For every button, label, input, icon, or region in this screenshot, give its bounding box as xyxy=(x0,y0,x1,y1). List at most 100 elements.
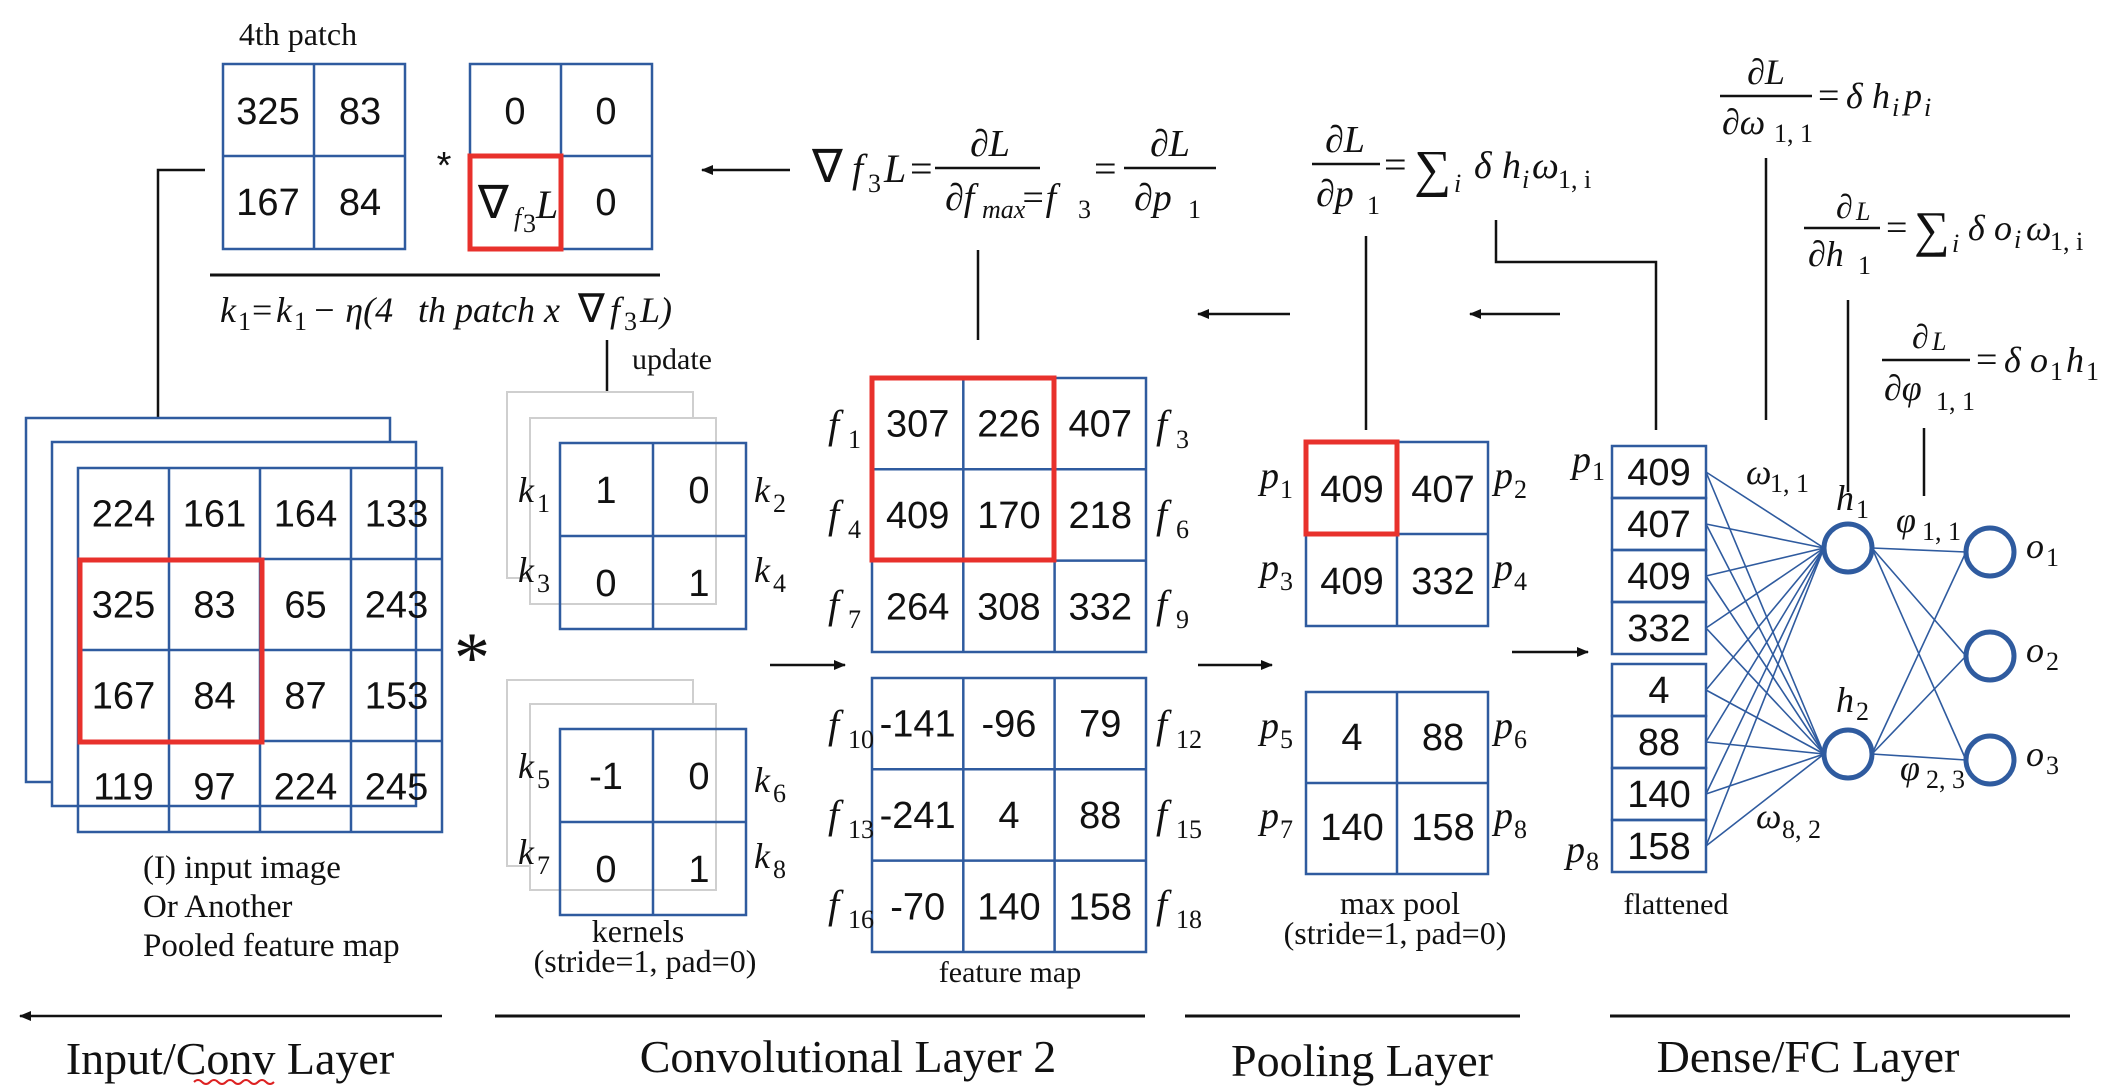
feature-label: f xyxy=(1156,882,1172,927)
feature-map-cell: -241 xyxy=(880,795,956,837)
network-nodes xyxy=(1821,521,2017,787)
svg-text:=f: =f xyxy=(1020,177,1061,219)
feature-map-caption: feature map xyxy=(939,956,1081,989)
svg-text:o: o xyxy=(2026,630,2044,670)
top-patch-section: 4th patch 325 83 167 84 * 0 0 ∇ f 3 L 0 xyxy=(156,16,712,534)
svg-text:1: 1 xyxy=(238,307,251,336)
svg-text:1: 1 xyxy=(1367,191,1380,220)
input-image-section: 224 161 164 133 325 83 65 243 167 84 87 153 119 97 224… xyxy=(24,416,490,964)
dense-equation-2: ∂ L ∂h 1 = ∑ i δ o i ω 1, i xyxy=(1804,189,2083,280)
kernel-cell: 0 xyxy=(688,756,709,798)
svg-text:3: 3 xyxy=(1078,195,1091,224)
pool-bottom: 4 88 140 158 xyxy=(1304,690,1490,876)
pool-label: p xyxy=(1491,705,1513,747)
patch-cell: 83 xyxy=(339,91,381,133)
pool-label-sub: 1 xyxy=(1280,475,1293,504)
feature-label-sub: 13 xyxy=(848,815,874,844)
hidden-node-h1 xyxy=(1821,521,1875,575)
svg-text:i: i xyxy=(1522,165,1529,194)
network-labels: ω 1, 1 ω 8, 2 h 1 h 2 φ 1, 1 φ 2, 3 o 1 … xyxy=(1746,452,2059,844)
pool-cell: 140 xyxy=(1320,807,1383,849)
pool-label: p xyxy=(1491,547,1513,589)
feature-map-cell: 4 xyxy=(998,795,1019,837)
kernels-caption-1: kernels xyxy=(592,913,684,949)
svg-text:∂p: ∂p xyxy=(1134,177,1172,219)
footer-conv-layer-2: Convolutional Layer 2 xyxy=(640,1031,1056,1082)
feature-map-cell: 218 xyxy=(1069,495,1132,537)
edge-hidden-output xyxy=(1871,547,1967,553)
pool-cell: 332 xyxy=(1411,561,1474,603)
svg-text:o: o xyxy=(2026,526,2044,566)
patch-cell: 84 xyxy=(339,182,381,224)
feature-label-sub: 7 xyxy=(848,605,861,634)
input-cell: 164 xyxy=(274,494,337,536)
svg-text:1: 1 xyxy=(2046,543,2059,572)
feature-map-cell: 409 xyxy=(886,495,949,537)
svg-text:k: k xyxy=(276,290,293,330)
feature-label-sub: 15 xyxy=(1176,815,1202,844)
svg-text:k: k xyxy=(518,832,535,872)
feature-label-sub: 6 xyxy=(1176,515,1189,544)
svg-text:th patch x: th patch x xyxy=(418,290,560,330)
input-cell: 243 xyxy=(365,585,428,627)
svg-text:δ: δ xyxy=(1474,145,1493,187)
input-cell: 87 xyxy=(284,676,326,718)
pool-cell: 4 xyxy=(1341,717,1362,759)
svg-text:δ: δ xyxy=(2004,340,2022,380)
svg-text:3: 3 xyxy=(2046,751,2059,780)
feature-map-cell: 307 xyxy=(886,404,949,446)
feature-map-cell: 170 xyxy=(977,495,1040,537)
svg-text:3: 3 xyxy=(537,569,550,598)
edge-flat-hidden xyxy=(1705,523,1825,549)
svg-text:1, 1: 1, 1 xyxy=(1936,387,1975,416)
feature-label: f xyxy=(828,402,844,447)
svg-text:k: k xyxy=(754,550,771,590)
grad-cell: 0 xyxy=(504,91,525,133)
feature-label-sub: 16 xyxy=(848,905,874,934)
svg-text:2, 3: 2, 3 xyxy=(1926,765,1965,794)
edge-flat-hidden xyxy=(1705,547,1825,847)
gradient-grid: 0 0 ∇ f 3 L 0 xyxy=(467,62,654,252)
pool-label-sub: 4 xyxy=(1514,567,1527,596)
input-cell: 83 xyxy=(193,585,235,627)
kernel-cell: 1 xyxy=(688,563,709,605)
svg-text:=: = xyxy=(1384,142,1407,187)
svg-text:1: 1 xyxy=(1188,195,1201,224)
svg-text:7: 7 xyxy=(537,851,550,880)
svg-text:1: 1 xyxy=(537,489,550,518)
patch-cell: 325 xyxy=(236,91,299,133)
svg-text:8, 2: 8, 2 xyxy=(1782,815,1821,844)
kernel-bottom: -1 0 0 1 xyxy=(558,727,748,917)
patch-grid: 325 83 167 84 xyxy=(221,62,407,251)
svg-text:∂L: ∂L xyxy=(1150,123,1190,165)
svg-text:h: h xyxy=(1502,145,1521,187)
hidden-node-h2 xyxy=(1821,727,1875,781)
output-node-o2 xyxy=(1963,629,2017,683)
input-highlight-patch xyxy=(77,557,265,745)
feature-map-cell: 407 xyxy=(1069,404,1132,446)
flattened-cell: 140 xyxy=(1627,774,1690,816)
svg-text:∂L: ∂L xyxy=(970,123,1010,165)
svg-text:ω: ω xyxy=(1746,452,1771,492)
svg-text:1, 1: 1, 1 xyxy=(1770,469,1809,498)
footer-pooling-layer: Pooling Layer xyxy=(1231,1035,1493,1086)
feature-map-cell: 158 xyxy=(1069,886,1132,928)
kernel-cell: 0 xyxy=(688,470,709,512)
feature-map-cell: 140 xyxy=(977,886,1040,928)
svg-text:1: 1 xyxy=(2086,357,2099,386)
edge-flat-hidden xyxy=(1705,741,1825,755)
patch-cell: 167 xyxy=(236,182,299,224)
pool-labels: p 1 p 2p 3 p 4p 5 p 6p 7 p 8 xyxy=(1257,455,1527,844)
kernel-update-equation: k 1 = k 1 − η(4 th patch x ∇ f 3 L) xyxy=(220,286,672,336)
pool-section: 409 407 409 332 4 88 140 158 p 1 p 2p 3 p 4p 5 p… xyxy=(1257,119,1658,951)
flattened-cell: 409 xyxy=(1627,556,1690,598)
svg-text:=: = xyxy=(1976,339,1997,381)
kernel-cell: -1 xyxy=(589,756,623,798)
svg-text:L: L xyxy=(883,146,906,191)
svg-text:1: 1 xyxy=(1856,495,1869,524)
input-cell: 133 xyxy=(365,494,428,536)
svg-text:4: 4 xyxy=(773,569,786,598)
feature-label-sub: 18 xyxy=(1176,905,1202,934)
input-cell: 153 xyxy=(365,676,428,718)
